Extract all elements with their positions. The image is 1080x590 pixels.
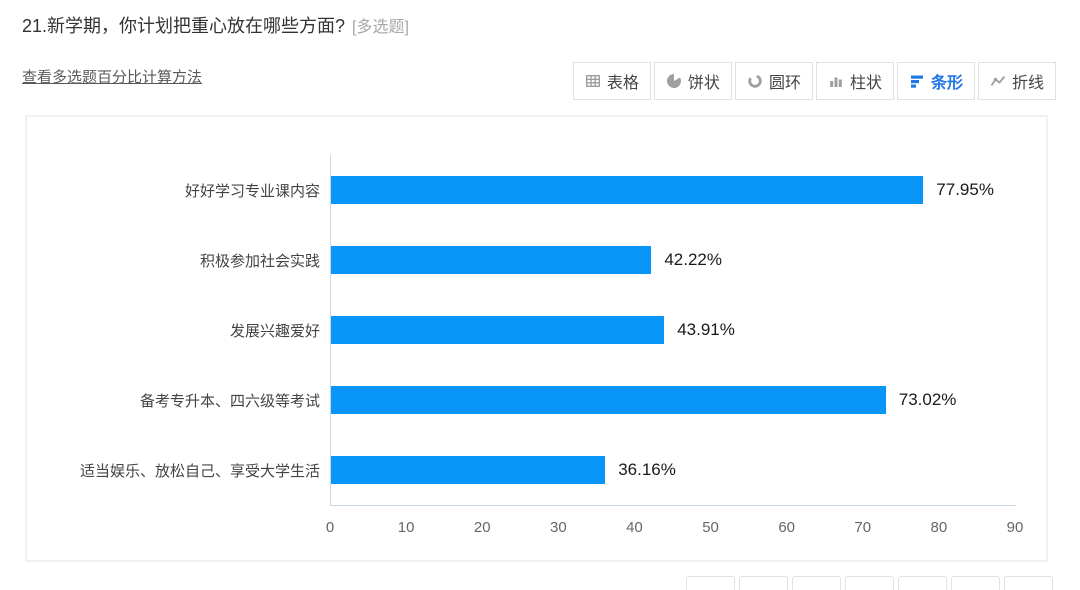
chart-type-line-button[interactable]: 折线	[977, 62, 1056, 100]
chart-row: 积极参加社会实践 42.22%	[27, 225, 1046, 295]
bottom-action-button[interactable]	[686, 576, 735, 590]
multi-select-tag: [多选题]	[352, 19, 409, 36]
bottom-action-button[interactable]	[792, 576, 841, 590]
value-label: 43.91%	[677, 320, 735, 339]
chart-type-bar-button[interactable]: 条形	[896, 62, 975, 100]
bottom-action-button[interactable]	[898, 576, 947, 590]
x-tick-label: 0	[325, 519, 335, 536]
bottom-toolbar	[686, 576, 1053, 590]
x-tick-label: 40	[626, 519, 643, 536]
value-label: 77.95%	[936, 180, 994, 199]
bottom-action-button[interactable]	[845, 576, 894, 590]
bar	[330, 316, 665, 344]
column-icon	[828, 73, 844, 89]
chart-type-column-button[interactable]: 柱状	[815, 62, 894, 100]
chart-type-label: 条形	[930, 75, 963, 92]
bar-track: 36.16%	[330, 435, 1015, 505]
value-label: 36.16%	[618, 460, 676, 479]
chart-type-donut-button[interactable]: 圆环	[734, 62, 813, 100]
question-title-text: 21.新学期，你计划把重心放在哪些方面?	[22, 16, 346, 36]
question-title: 21.新学期，你计划把重心放在哪些方面? [多选题]	[22, 12, 409, 38]
x-tick-label: 30	[549, 519, 567, 536]
chart-type-table-button[interactable]: 表格	[572, 62, 651, 100]
category-label: 发展兴趣爱好	[229, 322, 320, 340]
bar-track: 77.95%	[330, 155, 1015, 225]
bar-icon	[909, 73, 925, 89]
chart-type-pie-button[interactable]: 饼状	[653, 62, 732, 100]
value-label: 73.02%	[898, 390, 957, 409]
bar	[330, 176, 924, 204]
bar	[330, 386, 886, 414]
x-tick-label: 70	[854, 519, 872, 536]
chart-panel: 好好学习专业课内容 77.95% 积极参加社会实践 42.22% 发展兴趣爱好 43.91…	[25, 115, 1048, 562]
x-tick-label: 90	[1006, 519, 1024, 536]
value-label: 42.22%	[664, 250, 722, 269]
x-tick-label: 60	[778, 519, 795, 536]
line-icon	[990, 73, 1006, 89]
bottom-action-button[interactable]	[951, 576, 1000, 590]
chart-type-label: 柱状	[849, 75, 882, 92]
bar	[330, 246, 652, 274]
bar-track: 73.02%	[330, 365, 1015, 435]
pie-icon	[666, 73, 682, 89]
x-tick-label: 80	[930, 519, 948, 536]
donut-icon	[747, 73, 763, 89]
table-icon	[585, 73, 601, 89]
category-label: 积极参加社会实践	[199, 252, 320, 270]
x-tick-label: 10	[397, 519, 415, 536]
x-axis-ticks: 0 10 20 30 40 50 60 70 80 90	[326, 513, 1024, 536]
chart-row: 备考专升本、四六级等考试 73.02%	[27, 365, 1046, 435]
category-label: 适当娱乐、放松自己、享受大学生活	[79, 462, 320, 480]
chart-type-label: 折线	[1011, 75, 1044, 92]
bar	[330, 456, 606, 484]
category-label: 好好学习专业课内容	[184, 182, 320, 200]
percent-calc-link[interactable]: 查看多选题百分比计算方法	[22, 69, 203, 86]
category-label: 备考专升本、四六级等考试	[139, 392, 320, 410]
chart-type-label: 饼状	[687, 75, 720, 92]
bottom-action-button[interactable]	[1004, 576, 1053, 590]
x-tick-label: 20	[473, 519, 491, 536]
chart-row: 适当娱乐、放松自己、享受大学生活 36.16%	[27, 435, 1046, 505]
chart-type-toolbar: 表格 饼状 圆环 柱状 条形	[572, 62, 1056, 100]
bottom-action-button[interactable]	[739, 576, 788, 590]
chart-type-label: 表格	[606, 75, 639, 92]
x-tick-label: 50	[702, 519, 719, 536]
bar-track: 43.91%	[330, 295, 1015, 365]
chart-rows: 好好学习专业课内容 77.95% 积极参加社会实践 42.22% 发展兴趣爱好 43.91…	[27, 155, 1046, 505]
chart-type-label: 圆环	[768, 75, 801, 92]
chart-row: 发展兴趣爱好 43.91%	[27, 295, 1046, 365]
bar-track: 42.22%	[330, 225, 1015, 295]
chart-row: 好好学习专业课内容 77.95%	[27, 155, 1046, 225]
